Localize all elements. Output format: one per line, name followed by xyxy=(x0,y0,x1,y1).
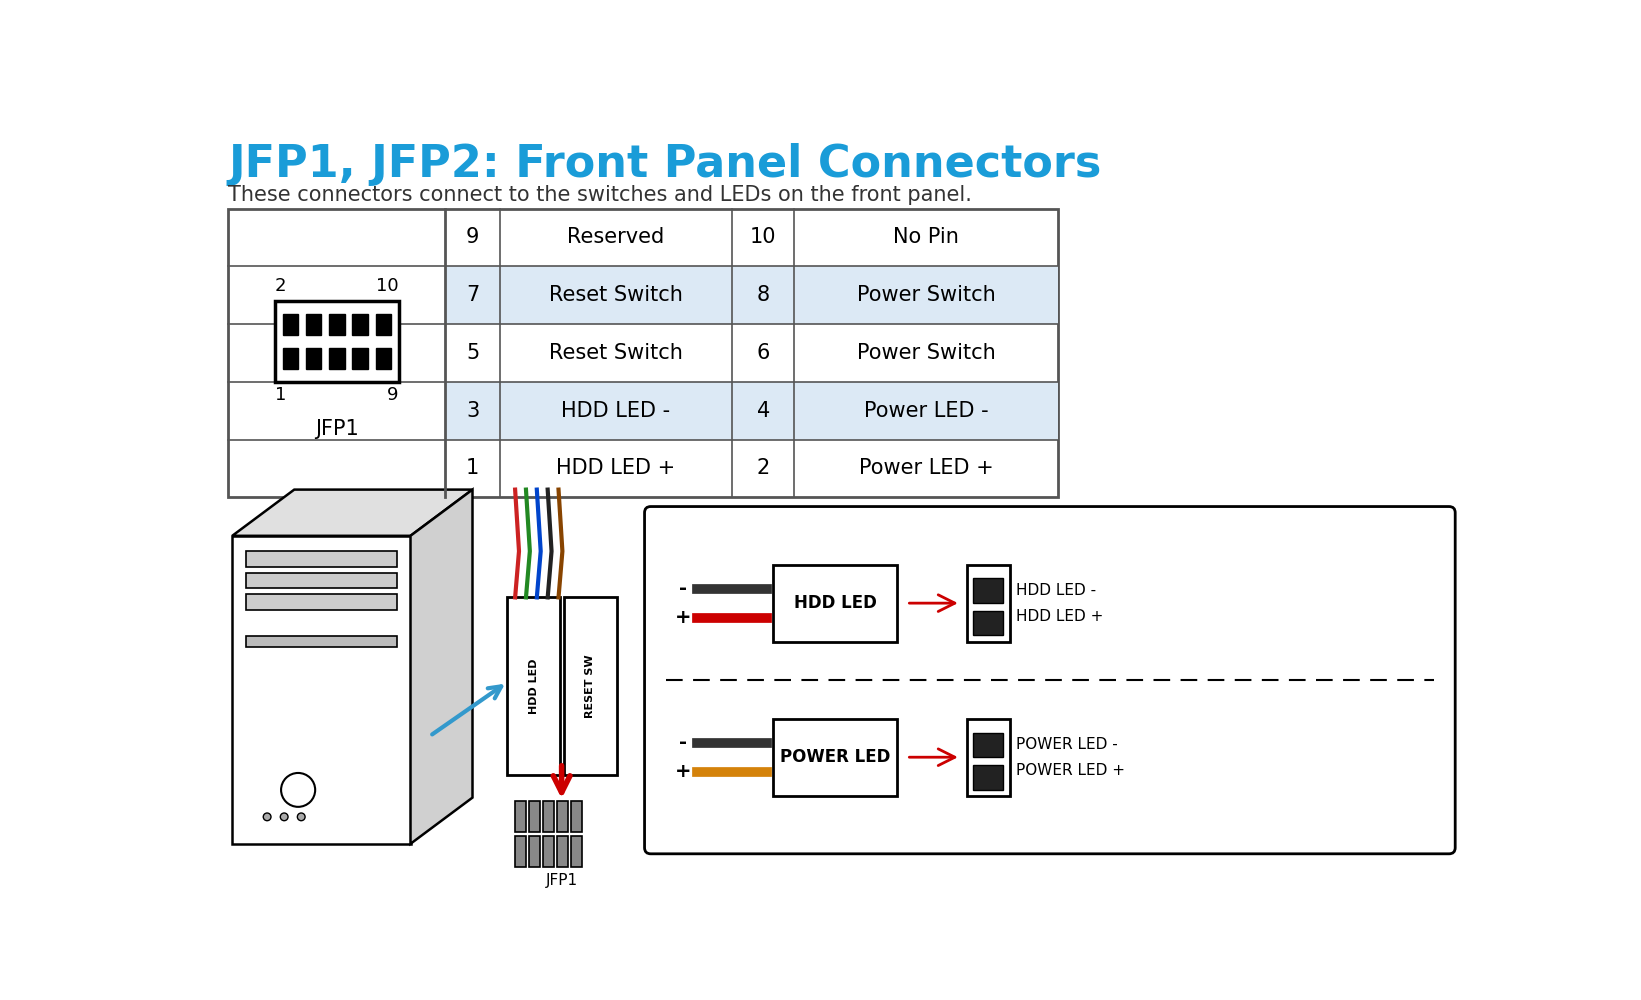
Text: HDD LED -: HDD LED - xyxy=(561,401,671,421)
Text: RESET SW: RESET SW xyxy=(586,654,596,718)
Text: 10: 10 xyxy=(750,227,776,247)
Circle shape xyxy=(263,813,271,821)
Bar xyxy=(528,801,540,832)
Text: HDD LED: HDD LED xyxy=(794,594,876,612)
Bar xyxy=(973,611,1003,635)
Bar xyxy=(556,836,568,867)
Bar xyxy=(246,551,397,567)
Bar xyxy=(330,348,345,369)
Text: These connectors connect to the switches and LEDs on the front panel.: These connectors connect to the switches… xyxy=(228,185,971,205)
Bar xyxy=(233,536,410,844)
Bar xyxy=(507,597,560,774)
Bar xyxy=(773,565,898,642)
Text: HDD LED +: HDD LED + xyxy=(1016,609,1103,624)
Text: Power Switch: Power Switch xyxy=(857,343,994,363)
Text: HDD LED: HDD LED xyxy=(528,658,538,714)
Bar xyxy=(376,348,391,369)
Bar xyxy=(305,348,322,369)
Text: Reset Switch: Reset Switch xyxy=(550,285,683,305)
Polygon shape xyxy=(410,490,473,844)
Bar xyxy=(445,382,1058,440)
Bar xyxy=(565,597,617,774)
Bar xyxy=(967,565,1009,642)
Text: Power Switch: Power Switch xyxy=(857,285,994,305)
Text: 3: 3 xyxy=(466,401,479,421)
Bar xyxy=(515,836,527,867)
Text: +: + xyxy=(674,762,691,781)
Bar xyxy=(571,801,583,832)
Text: -: - xyxy=(679,733,688,752)
Circle shape xyxy=(297,813,305,821)
Text: No Pin: No Pin xyxy=(893,227,958,247)
Bar xyxy=(376,314,391,335)
Bar xyxy=(967,719,1009,796)
Bar xyxy=(571,836,583,867)
Text: 2: 2 xyxy=(757,458,770,478)
Text: HDD LED -: HDD LED - xyxy=(1016,583,1096,598)
Circle shape xyxy=(281,813,289,821)
Text: 2: 2 xyxy=(276,277,287,295)
Bar xyxy=(353,314,368,335)
Bar xyxy=(543,801,555,832)
Bar xyxy=(246,636,397,647)
Bar xyxy=(305,314,322,335)
Text: -: - xyxy=(679,579,688,598)
Text: 8: 8 xyxy=(757,285,770,305)
Text: 9: 9 xyxy=(387,386,399,404)
Text: 1: 1 xyxy=(276,386,286,404)
Text: 4: 4 xyxy=(757,401,770,421)
Bar xyxy=(246,573,397,588)
Bar xyxy=(282,348,299,369)
Text: Reset Switch: Reset Switch xyxy=(550,343,683,363)
Text: POWER LED: POWER LED xyxy=(779,748,891,766)
Bar xyxy=(973,578,1003,603)
Bar xyxy=(276,301,399,382)
Bar xyxy=(228,209,1058,497)
Text: Power LED -: Power LED - xyxy=(863,401,988,421)
Bar xyxy=(353,348,368,369)
FancyBboxPatch shape xyxy=(645,507,1456,854)
Text: 1: 1 xyxy=(466,458,479,478)
Bar xyxy=(528,836,540,867)
Text: JFP1: JFP1 xyxy=(315,419,359,439)
Polygon shape xyxy=(233,490,473,536)
Text: HDD LED +: HDD LED + xyxy=(556,458,676,478)
Bar xyxy=(973,733,1003,757)
Text: Power LED +: Power LED + xyxy=(858,458,993,478)
Text: JFP1, JFP2: Front Panel Connectors: JFP1, JFP2: Front Panel Connectors xyxy=(228,143,1101,186)
Text: POWER LED -: POWER LED - xyxy=(1016,737,1118,752)
Bar xyxy=(973,765,1003,790)
Text: 5: 5 xyxy=(466,343,479,363)
Bar xyxy=(445,266,1058,324)
Text: 7: 7 xyxy=(466,285,479,305)
Text: JFP1: JFP1 xyxy=(545,873,578,888)
Bar xyxy=(556,801,568,832)
Bar xyxy=(543,836,555,867)
Text: Reserved: Reserved xyxy=(568,227,665,247)
Text: 10: 10 xyxy=(376,277,399,295)
Text: +: + xyxy=(674,608,691,627)
Bar xyxy=(246,594,397,610)
Bar xyxy=(515,801,527,832)
Text: 9: 9 xyxy=(466,227,479,247)
Bar xyxy=(282,314,299,335)
Text: POWER LED +: POWER LED + xyxy=(1016,763,1124,778)
Bar xyxy=(330,314,345,335)
Circle shape xyxy=(281,773,315,807)
Text: 6: 6 xyxy=(757,343,770,363)
Bar xyxy=(773,719,898,796)
